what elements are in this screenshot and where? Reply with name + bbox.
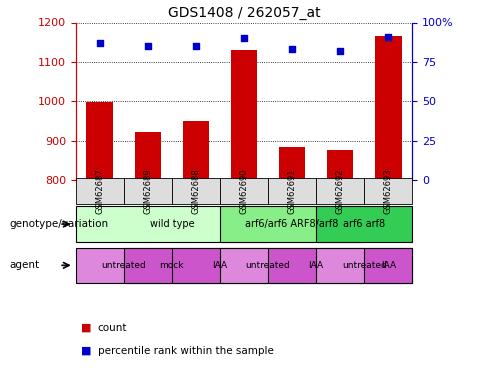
Text: untreated: untreated (245, 261, 290, 270)
Point (288, 46, 296, 52)
Bar (86, 102, 113, 180)
Bar (231, 50, 257, 180)
Point (192, 43, 200, 49)
Bar (135, 132, 161, 180)
Text: untreated: untreated (102, 261, 146, 270)
Text: ■: ■ (81, 346, 91, 355)
Text: IAA: IAA (308, 261, 324, 270)
Text: count: count (98, 323, 127, 333)
Text: GSM62691: GSM62691 (287, 168, 297, 214)
Bar (327, 150, 353, 180)
Text: GSM62687: GSM62687 (95, 168, 104, 214)
Text: GSM62690: GSM62690 (240, 168, 248, 214)
Text: GSM62688: GSM62688 (191, 168, 201, 214)
Text: arf6/arf6 ARF8/arf8: arf6/arf6 ARF8/arf8 (245, 219, 339, 229)
Text: arf6 arf8: arf6 arf8 (343, 219, 386, 229)
Text: untreated: untreated (342, 261, 386, 270)
Title: GDS1408 / 262057_at: GDS1408 / 262057_at (168, 6, 320, 20)
Bar (279, 147, 305, 180)
Text: mock: mock (160, 261, 184, 270)
Text: GSM62689: GSM62689 (143, 168, 152, 214)
Text: percentile rank within the sample: percentile rank within the sample (98, 346, 273, 355)
Text: wild type: wild type (149, 219, 194, 229)
Text: GSM62693: GSM62693 (384, 168, 393, 214)
Text: genotype/variation: genotype/variation (10, 219, 109, 229)
Text: IAA: IAA (212, 261, 227, 270)
Bar (183, 121, 209, 180)
Text: GSM62692: GSM62692 (336, 168, 345, 214)
Text: IAA: IAA (381, 261, 396, 270)
Point (240, 35, 248, 41)
Point (144, 43, 152, 49)
Bar (375, 36, 402, 180)
Text: agent: agent (10, 260, 40, 270)
Point (96, 40, 103, 46)
Point (336, 48, 344, 54)
Text: ■: ■ (81, 323, 91, 333)
Point (385, 34, 392, 40)
